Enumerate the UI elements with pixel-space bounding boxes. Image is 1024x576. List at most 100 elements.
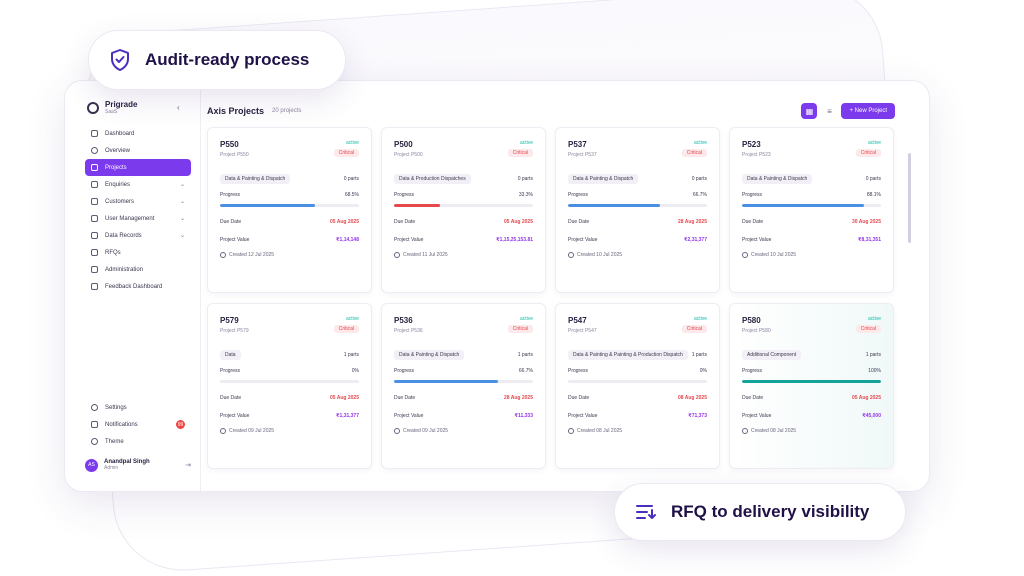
sidebar-item-label: Administration: [105, 266, 144, 273]
project-value-label: Project Value: [742, 413, 772, 419]
progress-value: 68.5%: [344, 192, 359, 198]
created-date: Created 11 Jul 2025: [394, 252, 533, 258]
priority-badge: Critical: [681, 325, 707, 333]
project-value-label: Project Value: [220, 237, 250, 243]
database-icon: [91, 232, 98, 239]
collapse-sidebar-icon[interactable]: ‹: [177, 103, 180, 112]
priority-badge: Critical: [507, 325, 533, 333]
due-date-value: 28 Aug 2025: [504, 395, 533, 401]
parts-count: 1 parts: [691, 352, 707, 358]
parts-count: 1 parts: [865, 352, 881, 358]
brand[interactable]: Prigrade SaaS: [87, 101, 137, 115]
project-id: P579: [220, 316, 239, 325]
list-icon: ≡: [827, 106, 832, 116]
folder-icon: [91, 164, 98, 171]
sidebar-item-projects[interactable]: Projects: [85, 159, 191, 176]
stage-chip: Data & Painting & Painting & Production …: [568, 350, 688, 360]
sidebar-item-dashboard[interactable]: Dashboard: [85, 125, 191, 142]
progress-label: Progress: [568, 192, 589, 198]
sidebar-item-label: Dashboard: [105, 130, 135, 137]
parts-count: 1 parts: [343, 352, 359, 358]
project-name: Project P523: [742, 152, 771, 158]
audit-ready-pill: Audit-ready process: [88, 30, 346, 90]
clock-icon: [91, 147, 98, 154]
progress-bar: [220, 380, 359, 383]
due-date-label: Due Date: [568, 395, 590, 401]
stage-chip: Additional Component: [742, 350, 802, 360]
app-window: Prigrade SaaS ‹ Dashboard Overview Proje…: [64, 80, 930, 492]
progress-bar: [742, 204, 881, 207]
progress-value: 66.7%: [692, 192, 707, 198]
progress-label: Progress: [568, 368, 589, 374]
status-badge: active: [345, 316, 359, 322]
project-value-label: Project Value: [394, 413, 424, 419]
sidebar-item-feedback-dashboard[interactable]: Feedback Dashboard: [85, 278, 191, 295]
sidebar-item-customers[interactable]: Customers ⌄: [85, 193, 191, 210]
sidebar-item-user-management[interactable]: User Management ⌄: [85, 210, 191, 227]
list-view-button[interactable]: ≡: [821, 103, 837, 119]
scrollbar[interactable]: [908, 153, 911, 243]
progress-bar-fill: [220, 204, 315, 207]
sidebar-item-data-records[interactable]: Data Records ⌄: [85, 227, 191, 244]
project-card[interactable]: P547 Project P547 active Critical Data &…: [555, 303, 720, 469]
progress-label: Progress: [220, 368, 241, 374]
chart-icon: [91, 283, 98, 290]
user-name: Anandpal Singh: [104, 458, 150, 465]
logout-icon[interactable]: ⇥: [185, 462, 191, 469]
project-name: Project P536: [394, 328, 423, 334]
rfq-visibility-text: RFQ to delivery visibility: [671, 502, 870, 521]
sidebar-item-label: Customers: [105, 198, 135, 205]
created-text: Created 11 Jul 2025: [403, 252, 448, 258]
notification-badge: 99: [176, 420, 185, 429]
file-icon: [91, 249, 98, 256]
chevron-down-icon: ⌄: [179, 216, 185, 222]
project-value: ₹71,373: [688, 413, 707, 419]
project-card[interactable]: P536 Project P536 active Critical Data &…: [381, 303, 546, 469]
sidebar-item-overview[interactable]: Overview: [85, 142, 191, 159]
sidebar-item-enquiries[interactable]: Enquiries ⌄: [85, 176, 191, 193]
priority-badge: Critical: [855, 149, 881, 157]
grid-view-button[interactable]: ▦: [801, 103, 818, 119]
due-date-value: 28 Aug 2025: [678, 219, 707, 225]
project-card[interactable]: P579 Project P579 active Critical Data 1…: [207, 303, 372, 469]
inbox-icon: [91, 181, 98, 188]
due-date-label: Due Date: [742, 395, 764, 401]
project-value: ₹11,333: [514, 413, 534, 419]
sidebar-item-notifications[interactable]: Notifications 99: [85, 416, 191, 433]
sidebar: Prigrade SaaS ‹ Dashboard Overview Proje…: [65, 81, 201, 491]
parts-count: 0 parts: [343, 176, 359, 182]
project-value-label: Project Value: [394, 237, 424, 243]
project-name: Project P547: [568, 328, 597, 334]
sidebar-item-theme[interactable]: Theme: [85, 433, 191, 450]
clock-icon: [394, 252, 400, 258]
created-text: Created 12 Jul 2025: [229, 252, 275, 258]
project-card[interactable]: P523 Project P523 active Critical Data &…: [729, 127, 894, 293]
progress-value: 66.7%: [518, 368, 533, 374]
sidebar-item-administration[interactable]: Administration: [85, 261, 191, 278]
sidebar-item-label: RFQs: [105, 249, 121, 256]
sidebar-nav: Dashboard Overview Projects Enquiries ⌄ C…: [85, 125, 191, 295]
status-badge: active: [519, 316, 533, 322]
priority-badge: Critical: [855, 325, 881, 333]
sidebar-item-settings[interactable]: Settings: [85, 399, 191, 416]
project-card[interactable]: P500 Project P500 active Critical Data &…: [381, 127, 546, 293]
sidebar-item-rfqs[interactable]: RFQs: [85, 244, 191, 261]
users-icon: [91, 198, 98, 205]
clock-icon: [742, 252, 748, 258]
new-project-button[interactable]: + New Project: [841, 103, 895, 119]
moon-icon: [91, 438, 98, 445]
project-card[interactable]: P537 Project P537 active Critical Data &…: [555, 127, 720, 293]
project-card[interactable]: P580 Project P580 active Critical Additi…: [729, 303, 894, 469]
user-role: Admin: [104, 464, 119, 471]
progress-label: Progress: [220, 192, 241, 198]
clock-icon: [220, 252, 226, 258]
project-card[interactable]: P550 Project P550 active Critical Data &…: [207, 127, 372, 293]
due-date-value: 05 Aug 2025: [330, 219, 359, 225]
brand-sub: SaaS: [105, 109, 118, 115]
status-badge: active: [693, 316, 707, 322]
stage-chip: Data & Production Dispatches: [394, 174, 471, 184]
progress-bar: [568, 204, 707, 207]
chevron-down-icon: ⌄: [179, 182, 185, 188]
user-profile[interactable]: AS Anandpal Singh Admin ⇥: [85, 453, 191, 477]
status-badge: active: [867, 140, 881, 146]
